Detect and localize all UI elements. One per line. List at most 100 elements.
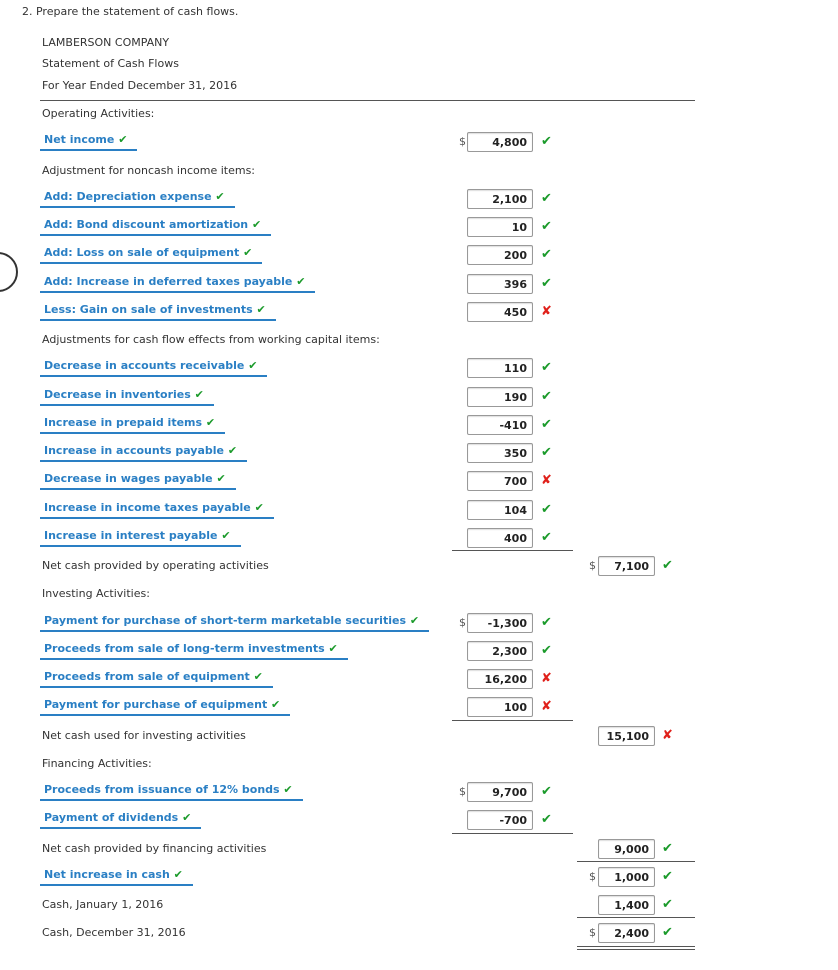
amount-input[interactable]: 1,000: [598, 866, 655, 887]
line-item-row: Decrease in inventories ✔ 190 ✔: [0, 384, 838, 412]
account-label-text: Increase in prepaid items: [44, 415, 203, 429]
header-divider: [40, 100, 695, 101]
row-label: Net cash provided by operating activitie…: [42, 559, 269, 572]
account-label-dropdown[interactable]: Add: Loss on sale of equipment ✔: [40, 246, 263, 265]
account-label-dropdown[interactable]: Proceeds from sale of equipment ✔: [40, 670, 273, 688]
section-heading: Adjustment for noncash income items:: [0, 158, 838, 186]
row-label: Financing Activities:: [42, 756, 152, 770]
line-item-row: Proceeds from sale of equipment ✔ 16,200 ✘: [0, 666, 838, 694]
account-label-text: Net income: [44, 133, 115, 147]
line-item-row: Proceeds from issuance of 12% bonds ✔ $9,…: [0, 779, 838, 807]
amount-input[interactable]: 7,100: [598, 556, 655, 576]
account-label-text: Payment for purchase of equipment: [44, 698, 268, 712]
line-item-row: Less: Gain on sale of investments ✔ 450 ✘: [0, 299, 838, 327]
dollar-sign: $: [589, 559, 596, 572]
account-label-dropdown[interactable]: Increase in accounts payable ✔: [40, 444, 248, 462]
check-icon: ✔: [283, 783, 293, 796]
account-label-text: Decrease in wages payable: [44, 472, 213, 486]
section-heading: Investing Activities:: [0, 581, 838, 609]
check-icon: ✔: [215, 189, 225, 203]
amount-input[interactable]: 9,000: [598, 838, 655, 859]
statement-period: For Year Ended December 31, 2016: [42, 79, 238, 92]
amount-input[interactable]: 9,700: [467, 782, 533, 802]
amount-input[interactable]: 15,100: [598, 725, 655, 746]
amount-input[interactable]: -700: [467, 810, 533, 831]
account-label-dropdown[interactable]: Payment for purchase of short-term marke…: [40, 613, 430, 632]
check-icon: ✔: [205, 415, 216, 429]
amount-input[interactable]: -1,300: [467, 612, 533, 633]
account-label-text: Proceeds from sale of long-term investme…: [44, 641, 325, 655]
amount-input[interactable]: 2,300: [467, 640, 533, 661]
account-label-text: Increase in income taxes payable: [44, 500, 251, 514]
amount-input[interactable]: 4,800: [467, 132, 533, 153]
account-label-text: Decrease in accounts receivable: [44, 359, 245, 373]
account-label-dropdown[interactable]: Payment of dividends ✔: [40, 811, 202, 830]
line-item-row: Net income ✔ $4,800 ✔: [0, 129, 838, 157]
account-label-dropdown[interactable]: Increase in prepaid items ✔: [40, 415, 226, 434]
amount-input[interactable]: 1,400: [598, 895, 655, 915]
row-label: Net cash provided by financing activitie…: [42, 841, 267, 855]
line-item-row: Payment of dividends ✔ -700 ✔: [0, 807, 838, 835]
account-label-dropdown[interactable]: Add: Depreciation expense ✔: [40, 190, 235, 208]
account-label-dropdown[interactable]: Add: Bond discount amortization ✔: [40, 218, 272, 236]
total-row: Net increase in cash ✔ $1,000 ✔: [0, 864, 838, 892]
line-item-row: Increase in interest payable ✔ 400 ✔: [0, 525, 838, 553]
line-item-row: Add: Increase in deferred taxes payable …: [0, 271, 838, 299]
check-icon: ✔: [662, 868, 673, 884]
amount-input[interactable]: 200: [467, 245, 533, 266]
amount-input[interactable]: 700: [467, 471, 533, 492]
dollar-sign: $: [459, 615, 466, 629]
check-icon: ✔: [541, 247, 552, 263]
subtotal-rule: [452, 832, 573, 834]
account-label-dropdown[interactable]: Less: Gain on sale of investments ✔: [40, 303, 276, 321]
amount-input[interactable]: 10: [467, 217, 533, 237]
amount-input[interactable]: 104: [467, 499, 533, 520]
check-icon: ✔: [541, 445, 552, 460]
account-label-dropdown[interactable]: Decrease in accounts receivable ✔: [40, 359, 268, 378]
amount-input[interactable]: 2,100: [467, 188, 533, 209]
account-label-dropdown[interactable]: Payment for purchase of equipment ✔: [40, 698, 291, 717]
line-item-row: Payment for purchase of short-term marke…: [0, 610, 838, 638]
amount-input[interactable]: 100: [467, 697, 533, 718]
account-label-dropdown[interactable]: Decrease in wages payable ✔: [40, 472, 236, 491]
line-item-row: Add: Bond discount amortization ✔ 10 ✔: [0, 214, 838, 242]
line-item-row: Proceeds from sale of long-term investme…: [0, 638, 838, 666]
check-icon: ✔: [541, 529, 552, 545]
account-label-dropdown[interactable]: Increase in income taxes payable ✔: [40, 501, 274, 519]
check-icon: ✔: [409, 613, 420, 627]
amount-input[interactable]: 190: [467, 386, 533, 407]
check-icon: ✔: [271, 698, 281, 712]
check-icon: ✔: [541, 416, 552, 432]
check-icon: ✔: [662, 925, 673, 941]
check-icon: ✔: [541, 219, 552, 234]
account-label-dropdown[interactable]: Net increase in cash ✔: [40, 868, 193, 886]
amount-input[interactable]: -410: [467, 414, 533, 435]
amount-input[interactable]: 396: [467, 273, 533, 294]
account-label-dropdown[interactable]: Proceeds from issuance of 12% bonds ✔: [40, 783, 303, 801]
check-icon: ✔: [227, 444, 238, 457]
account-label-dropdown[interactable]: Increase in interest payable ✔: [40, 529, 241, 547]
amount-input[interactable]: 2,400: [598, 923, 655, 944]
account-label-dropdown[interactable]: Decrease in inventories ✔: [40, 388, 214, 406]
check-icon: ✔: [541, 388, 552, 404]
account-label-dropdown[interactable]: Proceeds from sale of long-term investme…: [40, 642, 348, 660]
question-text: 2. Prepare the statement of cash flows.: [22, 5, 239, 18]
x-icon: ✘: [541, 473, 552, 489]
account-label-dropdown[interactable]: Add: Increase in deferred taxes payable …: [40, 274, 316, 293]
row-label: Adjustments for cash flow effects from w…: [42, 333, 380, 346]
x-icon: ✘: [662, 727, 673, 743]
total-row: Net cash used for investing activities 15…: [0, 723, 838, 751]
total-row: Net cash provided by operating activitie…: [0, 553, 838, 581]
check-icon: ✔: [216, 472, 226, 486]
row-label: Cash, January 1, 2016: [42, 898, 164, 911]
amount-input[interactable]: 110: [467, 358, 533, 379]
check-icon: ✔: [296, 274, 306, 288]
amount-input[interactable]: 400: [467, 527, 533, 548]
amount-input[interactable]: 16,200: [467, 669, 533, 689]
amount-input[interactable]: 350: [467, 443, 533, 463]
x-icon: ✘: [541, 671, 552, 686]
account-label-dropdown[interactable]: Net income ✔: [40, 133, 138, 152]
amount-input[interactable]: 450: [467, 301, 533, 322]
account-label-text: Add: Depreciation expense: [44, 189, 212, 203]
account-label-text: Net increase in cash: [44, 867, 170, 881]
